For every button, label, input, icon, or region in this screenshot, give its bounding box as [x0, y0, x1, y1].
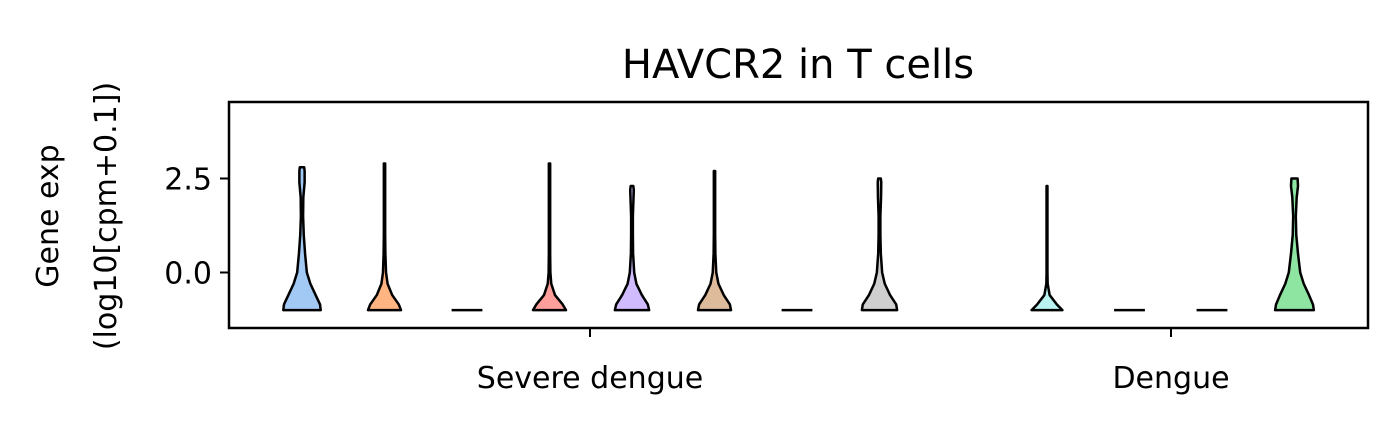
- violin-severe-dengue-5: [613, 184, 651, 312]
- violin-severe-dengue-2: [366, 162, 403, 312]
- y-axis-label-line-1: Gene exp: [31, 144, 66, 287]
- x-tick-label-2: Dengue: [1112, 361, 1229, 396]
- plot-frame: [227, 100, 1370, 330]
- y-axis-label-line-2: (log10[cpm+0.1]): [89, 82, 124, 350]
- x-tick-label-1: Severe dengue: [477, 361, 703, 396]
- violin-layer: [282, 162, 1316, 312]
- y-tick-label-2: 2.5: [164, 163, 212, 198]
- violin-severe-dengue-8: [860, 177, 899, 312]
- y-tick-label-1: 0.0: [164, 257, 212, 292]
- violin-severe-dengue-6: [696, 169, 733, 312]
- axes-layer: 0.0 2.5 Severe dengue Dengue: [164, 163, 1229, 397]
- violin-dengue-1: [1030, 184, 1064, 312]
- violin-dengue-4: [1273, 177, 1316, 312]
- chart-title: HAVCR2 in T cells: [622, 42, 974, 88]
- violin-severe-dengue-4: [531, 162, 568, 312]
- violin-severe-dengue-1: [282, 165, 322, 312]
